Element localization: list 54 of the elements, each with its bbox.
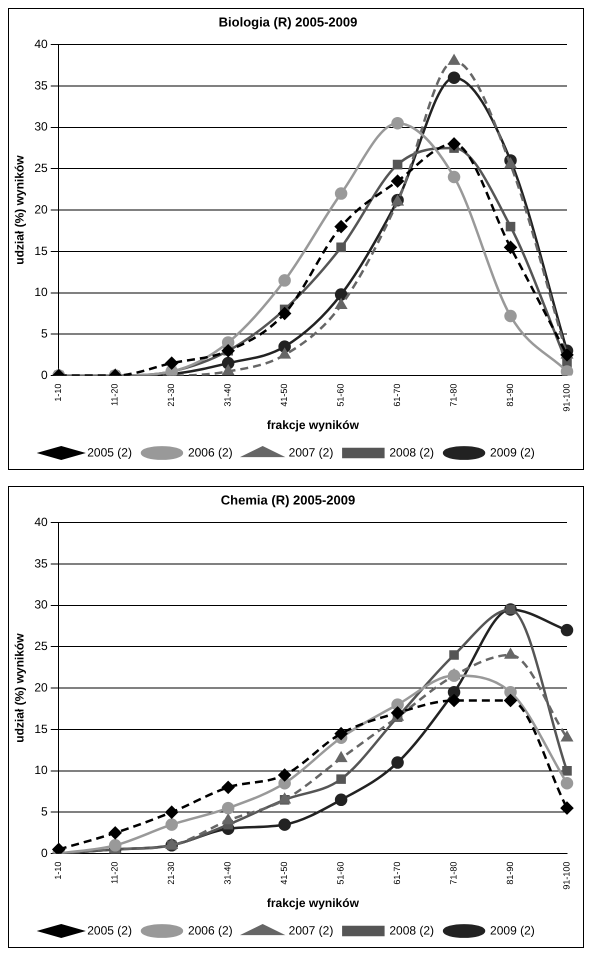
y-tick-label: 15 xyxy=(34,722,48,736)
x-tick-label: 71-80 xyxy=(448,384,459,407)
y-tick-label: 5 xyxy=(41,326,48,341)
x-tick-label: 11-20 xyxy=(110,384,120,406)
legend-label: 2007 (2) xyxy=(288,445,334,460)
x-tick-label: 31-40 xyxy=(222,862,233,885)
x-tick-label: 81-90 xyxy=(505,384,516,407)
y-tick-label: 40 xyxy=(34,36,48,51)
x-tick-label: 1-10 xyxy=(53,384,64,402)
legend-label: 2006 (2) xyxy=(188,923,233,938)
x-axis-title: frakcje wyników xyxy=(266,896,360,910)
legend-label: 2005 (2) xyxy=(87,445,132,460)
x-tick-label: 11-20 xyxy=(110,862,120,884)
x-tick-label: 51-60 xyxy=(336,384,346,407)
y-tick-label: 30 xyxy=(34,120,48,134)
y-axis-title: udział (%) wyników xyxy=(12,632,27,743)
x-tick-label: 51-60 xyxy=(336,862,346,885)
y-tick-label: 20 xyxy=(34,202,48,216)
y-tick-label: 40 xyxy=(34,514,48,529)
y-tick-label: 15 xyxy=(34,244,48,258)
x-tick-label: 41-50 xyxy=(279,384,290,407)
y-tick-label: 25 xyxy=(34,639,48,654)
y-tick-label: 35 xyxy=(34,556,48,570)
y-tick-label: 20 xyxy=(34,680,48,694)
x-tick-label: 61-70 xyxy=(392,384,402,407)
x-tick-label: 31-40 xyxy=(222,384,233,407)
x-tick-label: 61-70 xyxy=(392,862,402,885)
y-tick-label: 0 xyxy=(41,368,48,382)
x-tick-label: 21-30 xyxy=(166,862,176,885)
legend-label: 2009 (2) xyxy=(490,445,535,460)
x-tick-label: 71-80 xyxy=(448,862,459,885)
y-tick-label: 5 xyxy=(41,804,48,819)
x-tick-label: 81-90 xyxy=(505,862,516,885)
chart-title: Chemia (R) 2005-2009 xyxy=(220,492,356,508)
x-tick-label: 91-100 xyxy=(561,384,572,412)
x-axis-title: frakcje wyników xyxy=(266,418,360,432)
legend-label: 2007 (2) xyxy=(288,923,334,938)
x-tick-label: 21-30 xyxy=(166,384,176,407)
legend-label: 2008 (2) xyxy=(389,445,434,460)
chart-title: Biologia (R) 2005-2009 xyxy=(218,14,358,30)
y-tick-label: 10 xyxy=(34,763,48,778)
x-tick-label: 1-10 xyxy=(53,862,64,880)
y-tick-label: 30 xyxy=(34,598,48,612)
y-tick-label: 0 xyxy=(41,846,48,860)
legend-label: 2006 (2) xyxy=(188,445,233,460)
y-tick-label: 25 xyxy=(34,161,48,176)
legend-label: 2008 (2) xyxy=(389,923,434,938)
y-axis-title: udział (%) wyników xyxy=(12,154,27,265)
x-tick-label: 41-50 xyxy=(279,862,290,885)
legend-label: 2005 (2) xyxy=(87,923,132,938)
y-tick-label: 35 xyxy=(34,78,48,92)
y-tick-label: 10 xyxy=(34,285,48,300)
legend-label: 2009 (2) xyxy=(490,923,535,938)
x-tick-label: 91-100 xyxy=(561,862,572,890)
